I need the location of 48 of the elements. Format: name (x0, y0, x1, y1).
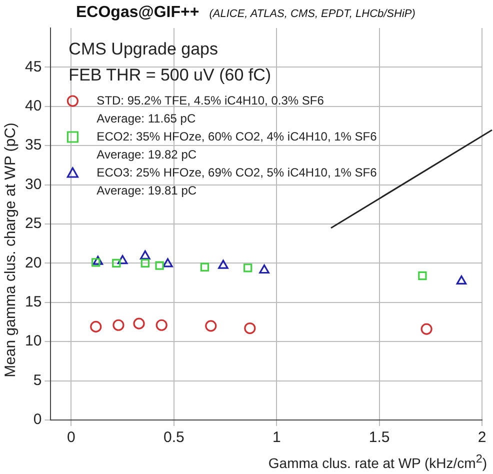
point (200, 262, 210, 272)
y-tick-label: 15 (24, 294, 42, 311)
y-axis-title: Mean gamma clus. charge at WP (pC) (2, 122, 19, 378)
point (418, 271, 427, 280)
chart-subtitle: (ALICE, ATLAS, CMS, EPDT, LHCb/SHiP) (209, 8, 416, 20)
legend-label: ECO3: 25% HFOze, 69% CO2, 5% iC4H10, 1% SF6 (96, 165, 378, 180)
point (112, 258, 121, 268)
annotation: Average: 19.81 pC (96, 183, 197, 198)
point (155, 261, 164, 270)
x-tick-label: 0.5 (163, 429, 184, 446)
point (162, 258, 173, 268)
y-tick-label: 25 (24, 215, 42, 232)
point (140, 250, 150, 260)
y-tick-label: 30 (24, 176, 42, 193)
point (244, 264, 252, 272)
point (90, 320, 102, 333)
y-tick-label: 40 (24, 98, 42, 115)
point (92, 256, 104, 265)
legend-label: STD: 95.2% TFE, 4.5% iC4H10, 0.3% SF6 (96, 93, 324, 108)
y-tick-label: 5 (33, 372, 42, 389)
point (112, 319, 124, 331)
x-tick-label: 1 (272, 429, 281, 446)
annotation: Average: 11.65 pC (96, 111, 196, 126)
point (156, 319, 168, 331)
y-tick-label: 35 (24, 136, 42, 154)
x-axis-title: Gamma clus. rate at WP (kHz/cm$^{2}$) (268, 452, 487, 471)
x-tick-label: 2 (478, 429, 486, 446)
point (259, 264, 270, 274)
point (218, 260, 228, 269)
y-tick-label: 45 (24, 58, 42, 76)
y-tick-label: 10 (24, 332, 42, 350)
point (244, 322, 256, 334)
legend-label: ECO2: 35% HFOze, 60% CO2, 4% iC4H10, 1% SF6 (96, 129, 378, 144)
annotation: CMS Upgrade gaps (68, 40, 218, 59)
annotation: Average: 19.82 pC (96, 147, 197, 162)
point (456, 275, 467, 285)
point (420, 323, 432, 335)
point (133, 318, 145, 330)
annotation: FEB THR = 500 uV (60 fC) (68, 66, 272, 85)
point (92, 258, 100, 267)
y-tick-label: 20 (24, 254, 42, 272)
chart-title: ECOgas@GIF++ (76, 4, 200, 21)
point (205, 320, 217, 332)
x-tick-label: 1.5 (368, 429, 390, 446)
point (117, 255, 128, 264)
x-tick-label: 0 (67, 429, 76, 446)
point (140, 258, 150, 268)
y-tick-label: 0 (33, 411, 42, 428)
